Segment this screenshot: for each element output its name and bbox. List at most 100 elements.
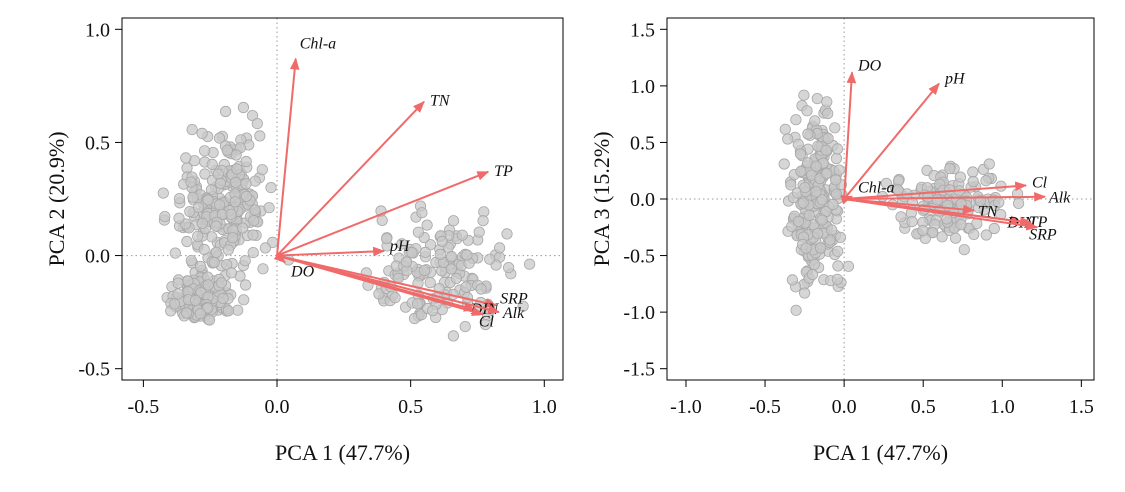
y-tick-label: -1.0 (623, 302, 655, 324)
y-tick-label: -0.5 (623, 246, 655, 268)
sample-point (173, 212, 185, 224)
sample-point (447, 215, 460, 227)
sample-point (968, 228, 980, 240)
x-axis-title: PCA 1 (47.7%) (275, 440, 410, 465)
sample-point (412, 226, 424, 238)
vector-label-tn: TN (430, 93, 451, 110)
sample-point (230, 149, 242, 161)
vector-label-ph: pH (389, 238, 411, 255)
sample-point (803, 209, 815, 221)
sample-point (237, 101, 249, 114)
x-tick-label: 0.0 (832, 396, 857, 418)
sample-point (983, 158, 995, 170)
sample-point (419, 246, 431, 258)
sample-point (936, 231, 948, 243)
sample-point (798, 287, 811, 299)
sample-point (445, 263, 457, 275)
sample-point (221, 144, 233, 156)
sample-point (523, 258, 536, 270)
sample-point (944, 162, 956, 175)
sample-point (203, 314, 216, 326)
vector-label-alk: Alk (502, 305, 525, 322)
left-biplot-panel: Chl-aTNTPpHDOSRPDINAlkCl-0.50.00.51.0-0.… (44, 17, 564, 465)
sample-point (502, 261, 515, 274)
sample-point (880, 177, 893, 189)
sample-point (240, 279, 252, 291)
sample-point (199, 168, 211, 180)
sample-point (832, 260, 844, 272)
vector-label-alk: Alk (1048, 190, 1071, 207)
sample-point (257, 263, 269, 275)
loading-vector-cl (844, 181, 1028, 200)
sample-point (906, 216, 918, 228)
sample-point (479, 318, 492, 331)
sample-point (821, 96, 833, 108)
loading-vector-alk (276, 254, 501, 315)
sample-point (181, 235, 193, 248)
sample-point (400, 256, 413, 268)
loading-vector-tn (276, 100, 425, 257)
sample-point (222, 244, 234, 256)
x-tick-label: 1.0 (990, 396, 1015, 418)
sample-point (222, 305, 234, 317)
sample-point (220, 105, 232, 118)
vector-label-chl-a: Chl-a (300, 36, 336, 53)
sample-point (792, 215, 805, 227)
sample-point (967, 166, 979, 178)
sample-point (172, 277, 184, 289)
sample-point (473, 226, 485, 238)
sample-point (212, 168, 224, 180)
vector-label-cl: Cl (1032, 174, 1048, 191)
sample-point (484, 253, 496, 265)
sample-point (790, 304, 802, 316)
loading-vector-tp (276, 170, 490, 257)
sample-point (185, 255, 197, 267)
sample-point (418, 264, 430, 277)
sample-point (802, 128, 814, 140)
sample-point (196, 217, 208, 229)
sample-point (436, 235, 448, 247)
sample-point (217, 292, 229, 304)
sample-point (931, 194, 943, 206)
sample-point (475, 283, 487, 295)
sample-point (832, 245, 844, 257)
sample-point (456, 229, 468, 241)
sample-point (822, 108, 834, 120)
x-tick-label: 0.5 (398, 396, 423, 418)
sample-point (208, 256, 220, 269)
sample-point (779, 123, 791, 135)
y-tick-label: 0.5 (630, 132, 655, 154)
sample-point (194, 308, 206, 320)
loading-vector-cl (276, 254, 484, 317)
sample-point (202, 279, 214, 291)
sample-point (229, 196, 241, 208)
sample-point (459, 320, 471, 333)
sample-point (810, 186, 822, 198)
sample-point (424, 277, 436, 289)
y-axis-title: PCA 2 (20.9%) (44, 131, 69, 266)
sample-point (895, 211, 907, 223)
sample-point (214, 177, 226, 189)
loading-vector-ph (843, 82, 940, 200)
sample-point (460, 281, 472, 293)
sample-point (263, 202, 275, 214)
sample-point (173, 193, 186, 205)
sample-point (816, 194, 828, 206)
sample-point (181, 307, 193, 319)
x-tick-label: -0.5 (128, 396, 160, 418)
sample-point (424, 239, 437, 251)
sample-point (237, 222, 249, 234)
sample-point (778, 158, 790, 170)
sample-point (810, 160, 822, 172)
sample-point (247, 247, 259, 259)
sample-point (830, 152, 843, 165)
sample-point (238, 294, 250, 306)
sample-point (206, 158, 218, 170)
sample-point (1012, 197, 1025, 209)
sample-point (826, 224, 838, 236)
loading-vector-chl-a (276, 57, 300, 256)
sample-point (411, 298, 424, 310)
sample-point (980, 229, 992, 241)
